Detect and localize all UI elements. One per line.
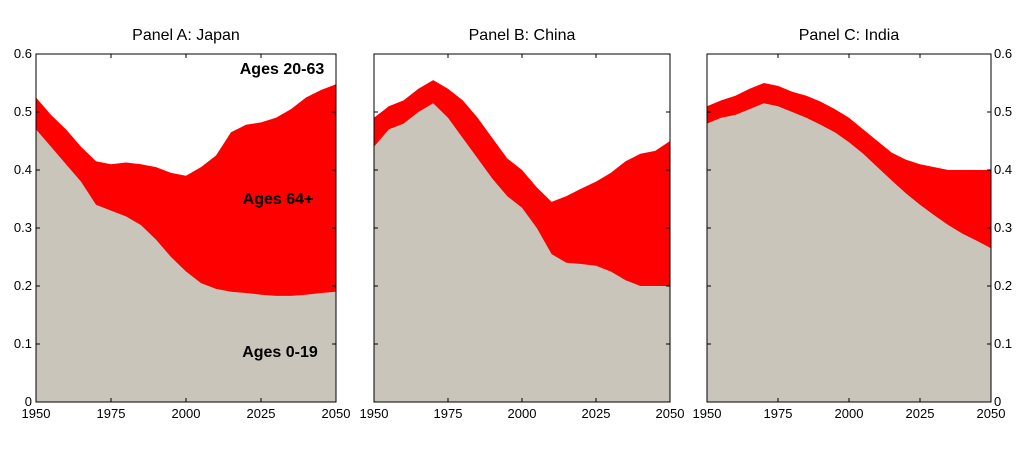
x-tick-label: 2000	[172, 406, 201, 421]
y-tick-label: 0.5	[994, 104, 1012, 119]
y-tick-label: 0.2	[994, 278, 1012, 293]
y-tick-label: 0.4	[14, 162, 32, 177]
y-tick-label: 0.2	[14, 278, 32, 293]
x-tick-label: 1975	[434, 406, 463, 421]
y-tick-label: 0.5	[14, 104, 32, 119]
area-ages-0-19	[374, 103, 670, 403]
y-tick-label: 0.1	[994, 336, 1012, 351]
x-tick-label: 2025	[582, 406, 611, 421]
x-tick-label: 1975	[97, 406, 126, 421]
area-ages-0-19	[707, 103, 991, 403]
y-tick-label: 0.4	[994, 162, 1012, 177]
x-tick-label: 2025	[247, 406, 276, 421]
y-tick-label: 0	[994, 394, 1001, 409]
area-ages-0-19	[36, 129, 336, 402]
y-tick-label: 0.3	[14, 220, 32, 235]
x-tick-label: 1950	[22, 406, 51, 421]
region-label: Ages 20-63	[240, 61, 325, 78]
region-label: Ages 64+	[243, 191, 314, 208]
x-tick-label: 1975	[764, 406, 793, 421]
panel-title: Panel C: India	[799, 27, 900, 44]
y-tick-label: 0.6	[994, 46, 1012, 61]
x-tick-label: 1950	[360, 406, 389, 421]
y-tick-label: 0.1	[14, 336, 32, 351]
y-tick-label: 0.6	[14, 46, 32, 61]
x-tick-label: 2025	[906, 406, 935, 421]
panel-1: Panel A: Japan 1950 1975 2000 2025 2050 0 0.1 0.…	[14, 27, 351, 421]
panel-title: Panel A: Japan	[132, 27, 240, 44]
x-tick-label: 2050	[656, 406, 685, 421]
y-tick-label: 0	[25, 394, 32, 409]
panel-title: Panel B: China	[469, 27, 576, 44]
panel-2: Panel B: China 1950 1975 2000 2025 2050	[360, 27, 685, 421]
x-tick-label: 2050	[977, 406, 1006, 421]
y-tick-label: 0.3	[994, 220, 1012, 235]
x-tick-label: 2000	[835, 406, 864, 421]
x-tick-label: 2050	[322, 406, 351, 421]
region-label: Ages 0-19	[242, 344, 318, 361]
x-tick-label: 1950	[693, 406, 722, 421]
x-tick-label: 2000	[508, 406, 537, 421]
